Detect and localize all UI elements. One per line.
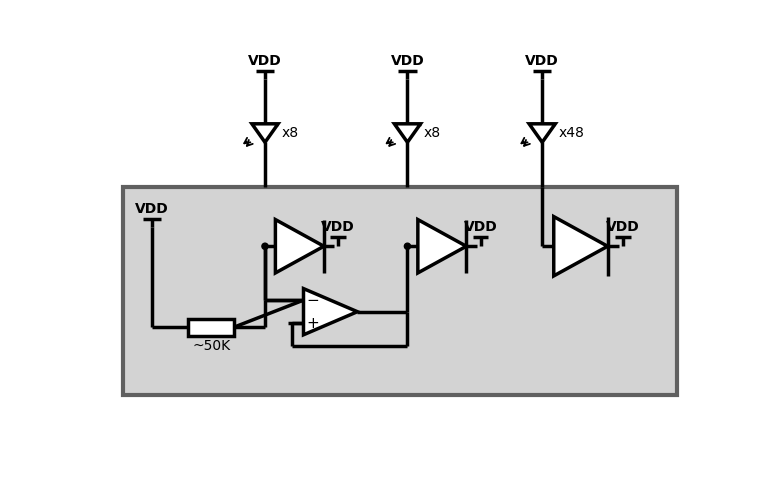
Text: +: + (307, 316, 319, 331)
Text: VDD: VDD (135, 202, 168, 216)
Text: x8: x8 (424, 126, 441, 140)
Polygon shape (418, 219, 466, 273)
Polygon shape (303, 288, 357, 335)
Text: x8: x8 (281, 126, 298, 140)
Text: VDD: VDD (525, 54, 559, 68)
Text: ~50K: ~50K (192, 339, 230, 353)
Text: VDD: VDD (248, 54, 282, 68)
Circle shape (404, 243, 410, 249)
Polygon shape (529, 124, 555, 142)
Text: VDD: VDD (606, 220, 640, 234)
Polygon shape (252, 124, 278, 142)
Text: x48: x48 (558, 126, 584, 140)
Polygon shape (395, 124, 420, 142)
Polygon shape (275, 219, 324, 273)
Text: VDD: VDD (321, 220, 355, 234)
Text: −: − (307, 293, 319, 308)
FancyBboxPatch shape (188, 319, 234, 336)
Polygon shape (554, 216, 608, 276)
Circle shape (262, 243, 268, 249)
Text: VDD: VDD (464, 220, 498, 234)
FancyBboxPatch shape (122, 187, 677, 395)
Text: VDD: VDD (391, 54, 424, 68)
